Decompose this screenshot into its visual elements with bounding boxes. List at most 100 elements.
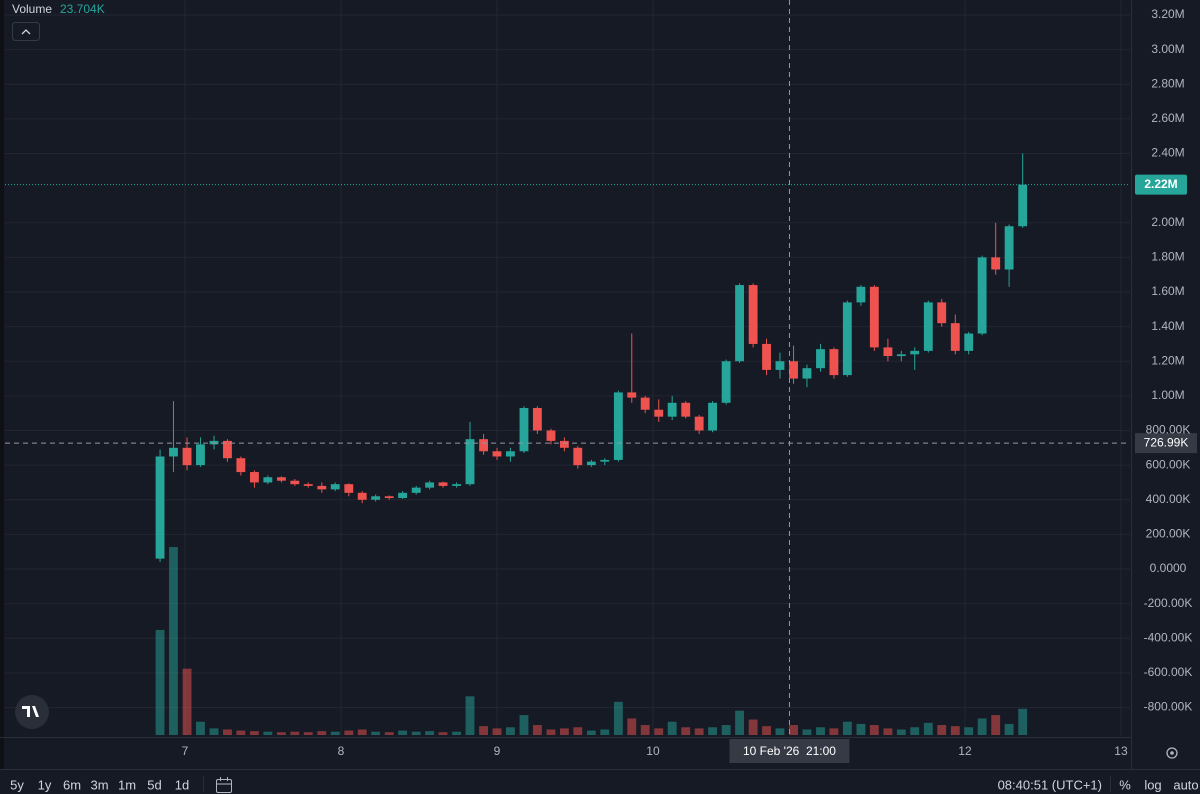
collapse-button[interactable] xyxy=(12,22,40,41)
volume-bar xyxy=(964,727,974,735)
y-tick-label: 2.80M xyxy=(1151,76,1184,90)
volume-bar xyxy=(748,719,758,735)
candle-body xyxy=(452,484,462,486)
range-button[interactable]: 5d xyxy=(147,777,161,792)
volume-bar xyxy=(802,729,812,735)
volume-bar xyxy=(856,723,866,735)
y-tick-label: -200.00K xyxy=(1144,596,1193,610)
volume-bar xyxy=(452,731,462,735)
calendar-body xyxy=(216,779,232,793)
candle-body xyxy=(330,484,340,490)
y-tick-label: 1.60M xyxy=(1151,284,1184,298)
volume-bar xyxy=(479,726,489,735)
calendar-icon[interactable] xyxy=(216,777,232,793)
y-tick-label: 3.20M xyxy=(1151,7,1184,21)
volume-bar xyxy=(344,730,354,735)
volume-bar xyxy=(762,726,771,735)
volume-pane xyxy=(155,547,1028,735)
candles xyxy=(155,153,1028,563)
candle-body xyxy=(209,440,219,445)
y-tick-label: 1.20M xyxy=(1151,353,1184,367)
last-price-box xyxy=(1135,174,1187,195)
candle-body xyxy=(681,402,691,417)
candle-body xyxy=(182,447,192,466)
y-tick-label: 2.40M xyxy=(1151,146,1184,160)
y-tick-label: 1.80M xyxy=(1151,250,1184,264)
candle-body xyxy=(223,440,232,459)
candle-body xyxy=(802,368,812,379)
axes: 3.20M 3.00M 2.80M 2.60M 2.40M 2.00M 1.80M 1.60M… xyxy=(182,7,1193,758)
volume-bar xyxy=(465,696,475,735)
volume-bar xyxy=(546,729,556,735)
volume-bar xyxy=(573,727,583,735)
candle-body xyxy=(573,447,583,466)
candle-body xyxy=(735,285,744,362)
candle-body xyxy=(762,343,771,370)
volume-bar xyxy=(236,730,246,735)
candle-body xyxy=(1018,184,1028,227)
volume-bar xyxy=(586,730,596,735)
settings-icon[interactable] xyxy=(1166,747,1178,759)
crosshair-y-label: 726.99K xyxy=(1144,435,1189,449)
candle-body xyxy=(398,492,408,499)
volume-legend-value: 23.704K xyxy=(60,2,105,16)
crosshair-y-box xyxy=(1135,433,1197,454)
volume-bar xyxy=(667,721,677,735)
volume-bar xyxy=(209,728,219,735)
candle-body xyxy=(816,349,825,369)
y-tick-label: 400.00K xyxy=(1146,492,1191,506)
volume-bar xyxy=(883,728,893,735)
candle-body xyxy=(1004,226,1014,270)
y-tick-label: 600.00K xyxy=(1146,457,1191,471)
candle-body xyxy=(250,472,259,483)
candle-body xyxy=(492,451,502,457)
y-tick-label: 1.40M xyxy=(1151,319,1184,333)
range-button[interactable]: 1d xyxy=(175,777,189,792)
volume-bar xyxy=(1004,723,1014,735)
crosshair-x-box xyxy=(729,739,850,763)
scale-option[interactable]: % xyxy=(1119,777,1131,792)
candle-body xyxy=(748,285,758,344)
candle-body xyxy=(357,492,367,500)
volume-bar xyxy=(519,715,529,735)
grid xyxy=(5,0,1130,735)
volume-bar xyxy=(330,731,340,735)
settings-icon-dot xyxy=(1170,751,1174,755)
candle-body xyxy=(411,487,421,493)
left-edge xyxy=(0,0,4,770)
candle-body xyxy=(344,484,354,493)
range-button[interactable]: 6m xyxy=(63,777,81,792)
scale-option[interactable]: log xyxy=(1144,777,1161,792)
scale-option[interactable]: auto xyxy=(1173,777,1198,792)
range-button[interactable]: 3m xyxy=(90,777,108,792)
range-button[interactable]: 5y xyxy=(10,777,24,792)
candle-body xyxy=(923,302,933,351)
logo[interactable] xyxy=(15,695,49,729)
volume-bar xyxy=(371,731,381,735)
candle-body xyxy=(276,477,286,481)
y-tick-label: 1.00M xyxy=(1151,388,1184,402)
volume-bar xyxy=(721,725,731,735)
range-button[interactable]: 1y xyxy=(38,777,52,792)
volume-bar xyxy=(627,718,637,735)
candle-body xyxy=(317,485,327,490)
volume-bar xyxy=(223,729,232,735)
candle-body xyxy=(519,407,529,452)
volume-bar xyxy=(505,727,515,735)
volume-bar xyxy=(438,732,448,735)
candle-body xyxy=(896,354,906,357)
volume-bar xyxy=(950,726,960,735)
y-tick-label: 800.00K xyxy=(1146,423,1191,437)
y-tick-label: -800.00K xyxy=(1144,700,1193,714)
collapse-icon xyxy=(21,29,31,35)
candle-body xyxy=(869,286,879,348)
candle-body xyxy=(546,430,556,441)
candle-body xyxy=(667,402,677,417)
range-button[interactable]: 1m xyxy=(118,777,136,792)
volume-bar xyxy=(708,727,717,735)
candle-body xyxy=(384,496,394,499)
volume-bar xyxy=(923,722,933,735)
volume-bar xyxy=(937,725,947,735)
volume-bar xyxy=(250,731,259,735)
